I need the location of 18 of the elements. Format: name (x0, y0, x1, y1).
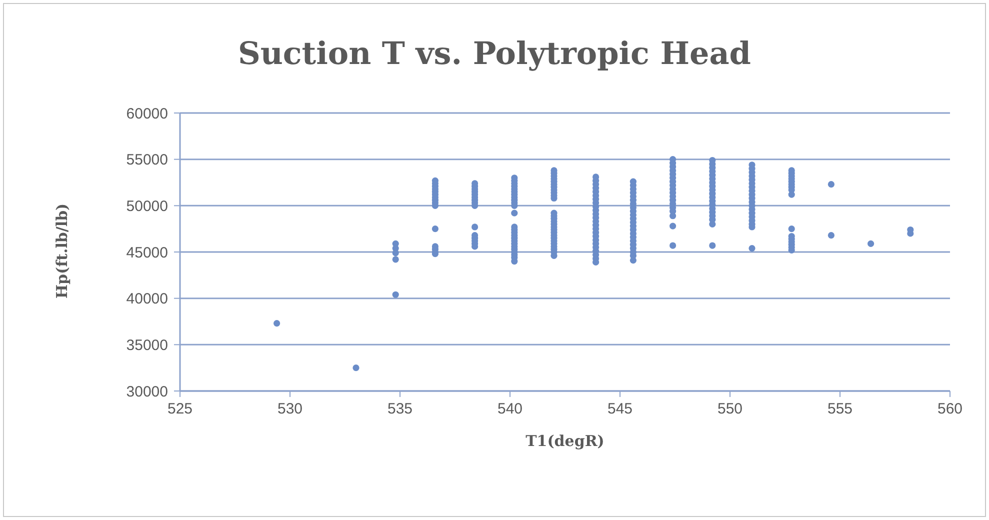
y-axis-title: Hp(ft.lb/lb) (53, 202, 71, 301)
y-tick-label: 50000 (126, 198, 168, 215)
x-tick-label: 545 (607, 400, 633, 418)
x-tick-label: 525 (167, 400, 193, 418)
y-tick-label: 40000 (126, 290, 168, 308)
y-tick-label: 45000 (126, 244, 168, 262)
x-tick-label: 560 (937, 400, 963, 418)
y-tick-label: 60000 (126, 105, 168, 122)
y-tick-label: 30000 (126, 383, 168, 400)
x-axis-title: T1(degR) (524, 432, 606, 450)
y-tick-label: 35000 (126, 336, 168, 354)
x-tick-label: 530 (277, 400, 303, 418)
y-tick-label: 55000 (126, 152, 168, 169)
x-tick-label: 550 (717, 400, 743, 418)
x-tick-label: 540 (497, 400, 523, 418)
x-tick-label: 535 (387, 400, 413, 418)
chart-title: Suction T vs. Polytropic Head (237, 36, 752, 72)
x-tick-label: 555 (827, 400, 853, 418)
